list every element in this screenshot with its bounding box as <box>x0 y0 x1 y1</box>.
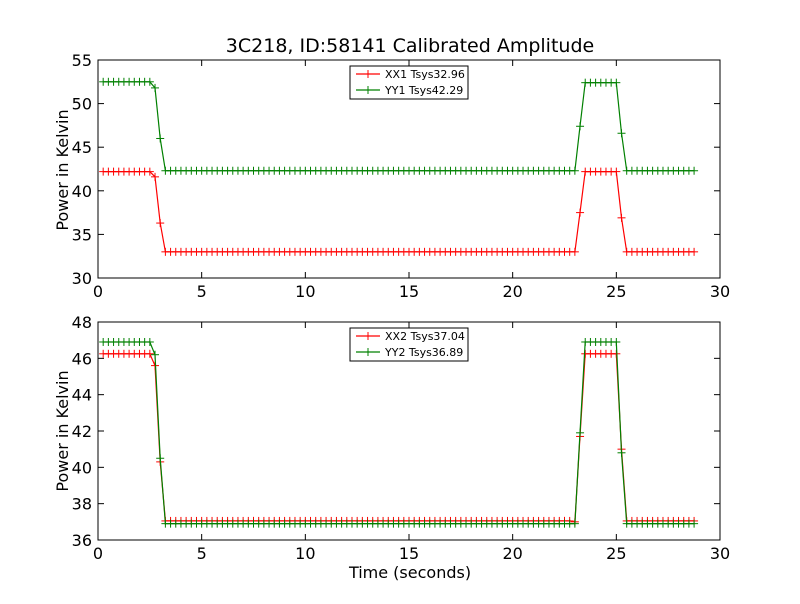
x-tick-label: 5 <box>197 544 207 563</box>
data-point <box>151 83 160 92</box>
legend-label-yy1: YY1 Tsys42.29 <box>384 84 463 97</box>
y-tick-label: 45 <box>72 138 92 157</box>
x-tick-label: 10 <box>295 282 315 301</box>
data-point <box>156 454 165 463</box>
legend-label-xx2: XX2 Tsys37.04 <box>385 330 465 343</box>
legend-label-xx1: XX1 Tsys32.96 <box>385 68 465 81</box>
x-tick-label: 10 <box>295 544 315 563</box>
y-tick-label: 55 <box>72 51 92 70</box>
y-tick-label: 36 <box>72 531 92 550</box>
data-point <box>570 519 579 528</box>
data-point <box>576 428 585 437</box>
x-tick-label: 0 <box>93 544 103 563</box>
data-point <box>690 247 699 256</box>
data-point <box>612 167 621 176</box>
y-axis-label-1: Power in Kelvin <box>53 109 72 230</box>
x-tick-label: 25 <box>606 544 626 563</box>
y-tick-label: 30 <box>72 269 92 288</box>
y-tick-label: 46 <box>72 349 92 368</box>
data-point <box>151 350 160 359</box>
data-point <box>612 78 621 87</box>
x-tick-label: 25 <box>606 282 626 301</box>
data-point <box>145 337 154 346</box>
y-tick-label: 38 <box>72 495 92 514</box>
y-tick-label: 35 <box>72 225 92 244</box>
x-tick-label: 15 <box>399 544 419 563</box>
data-point <box>145 167 154 176</box>
data-point <box>617 448 626 457</box>
data-point <box>156 134 165 143</box>
y-tick-label: 44 <box>72 386 92 405</box>
y-tick-label: 42 <box>72 422 92 441</box>
data-point <box>570 166 579 175</box>
data-point <box>690 166 699 175</box>
legend-label-yy2: YY2 Tsys36.89 <box>384 346 463 359</box>
x-tick-label: 20 <box>502 282 522 301</box>
data-point <box>617 129 626 138</box>
data-point <box>576 122 585 131</box>
x-tick-label: 5 <box>197 282 207 301</box>
data-point <box>612 337 621 346</box>
data-point <box>617 213 626 222</box>
x-axis-label-2: Time (seconds) <box>348 563 471 582</box>
x-tick-label: 30 <box>710 282 730 301</box>
x-tick-label: 15 <box>399 282 419 301</box>
x-tick-label: 20 <box>502 544 522 563</box>
legend-box-2 <box>349 327 469 362</box>
y-tick-label: 40 <box>72 182 92 201</box>
x-tick-label: 0 <box>93 282 103 301</box>
data-point <box>156 219 165 228</box>
y-tick-label: 50 <box>72 95 92 114</box>
y-axis-label-2: Power in Kelvin <box>53 370 72 491</box>
legend-box-1 <box>349 65 469 100</box>
data-point <box>145 77 154 86</box>
data-point <box>570 247 579 256</box>
y-tick-label: 40 <box>72 458 92 477</box>
plot-layer: 0 5 10 15 20 25 30 30 35 40 45 50 55 0 5 10 15 20 25 30 36 38… <box>72 51 731 563</box>
data-point <box>576 208 585 217</box>
chart-title-1: 3C218, ID:58141 Calibrated Amplitude <box>226 35 594 57</box>
y-tick-label: 48 <box>72 313 92 332</box>
data-point <box>690 519 699 528</box>
x-tick-label: 30 <box>710 544 730 563</box>
data-point <box>145 349 154 358</box>
data-point <box>151 172 160 181</box>
